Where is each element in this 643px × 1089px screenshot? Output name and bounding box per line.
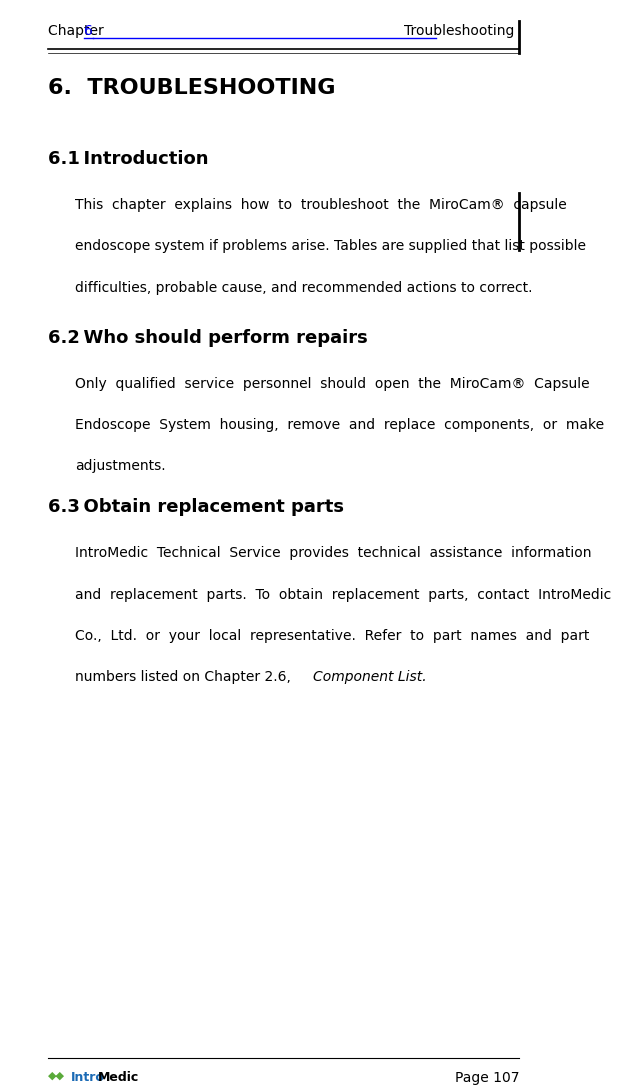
Text: Chapter: Chapter — [48, 24, 108, 38]
Text: 6.2 Who should perform repairs: 6.2 Who should perform repairs — [48, 329, 368, 346]
Text: Medic: Medic — [98, 1070, 140, 1084]
Text: Page 107: Page 107 — [455, 1070, 520, 1085]
Text: ◆◆: ◆◆ — [48, 1070, 65, 1081]
Text: 6.  TROUBLESHOOTING: 6. TROUBLESHOOTING — [48, 78, 336, 98]
Text: and  replacement  parts.  To  obtain  replacement  parts,  contact  IntroMedic: and replacement parts. To obtain replace… — [75, 588, 611, 602]
Text: This  chapter  explains  how  to  troubleshoot  the  MiroCam®  capsule: This chapter explains how to troubleshoo… — [75, 198, 566, 212]
Text: 6.1 Introduction: 6.1 Introduction — [48, 150, 209, 168]
Text: difficulties, probable cause, and recommended actions to correct.: difficulties, probable cause, and recomm… — [75, 281, 532, 295]
Text: Troubleshooting: Troubleshooting — [404, 24, 514, 38]
Text: Co.,  Ltd.  or  your  local  representative.  Refer  to  part  names  and  part: Co., Ltd. or your local representative. … — [75, 629, 590, 644]
Text: Only  qualified  service  personnel  should  open  the  MiroCam®  Capsule: Only qualified service personnel should … — [75, 377, 590, 391]
Text: adjustments.: adjustments. — [75, 460, 165, 474]
Text: numbers listed on Chapter 2.6,: numbers listed on Chapter 2.6, — [75, 671, 295, 685]
Text: Intro: Intro — [71, 1070, 105, 1084]
Text: Component List.: Component List. — [312, 671, 426, 685]
Text: IntroMedic  Technical  Service  provides  technical  assistance  information: IntroMedic Technical Service provides te… — [75, 547, 592, 561]
Text: 6.3 Obtain replacement parts: 6.3 Obtain replacement parts — [48, 499, 344, 516]
Text: endoscope system if problems arise. Tables are supplied that list possible: endoscope system if problems arise. Tabl… — [75, 240, 586, 254]
Text: 6: 6 — [84, 24, 93, 38]
Text: Endoscope  System  housing,  remove  and  replace  components,  or  make: Endoscope System housing, remove and rep… — [75, 418, 604, 432]
